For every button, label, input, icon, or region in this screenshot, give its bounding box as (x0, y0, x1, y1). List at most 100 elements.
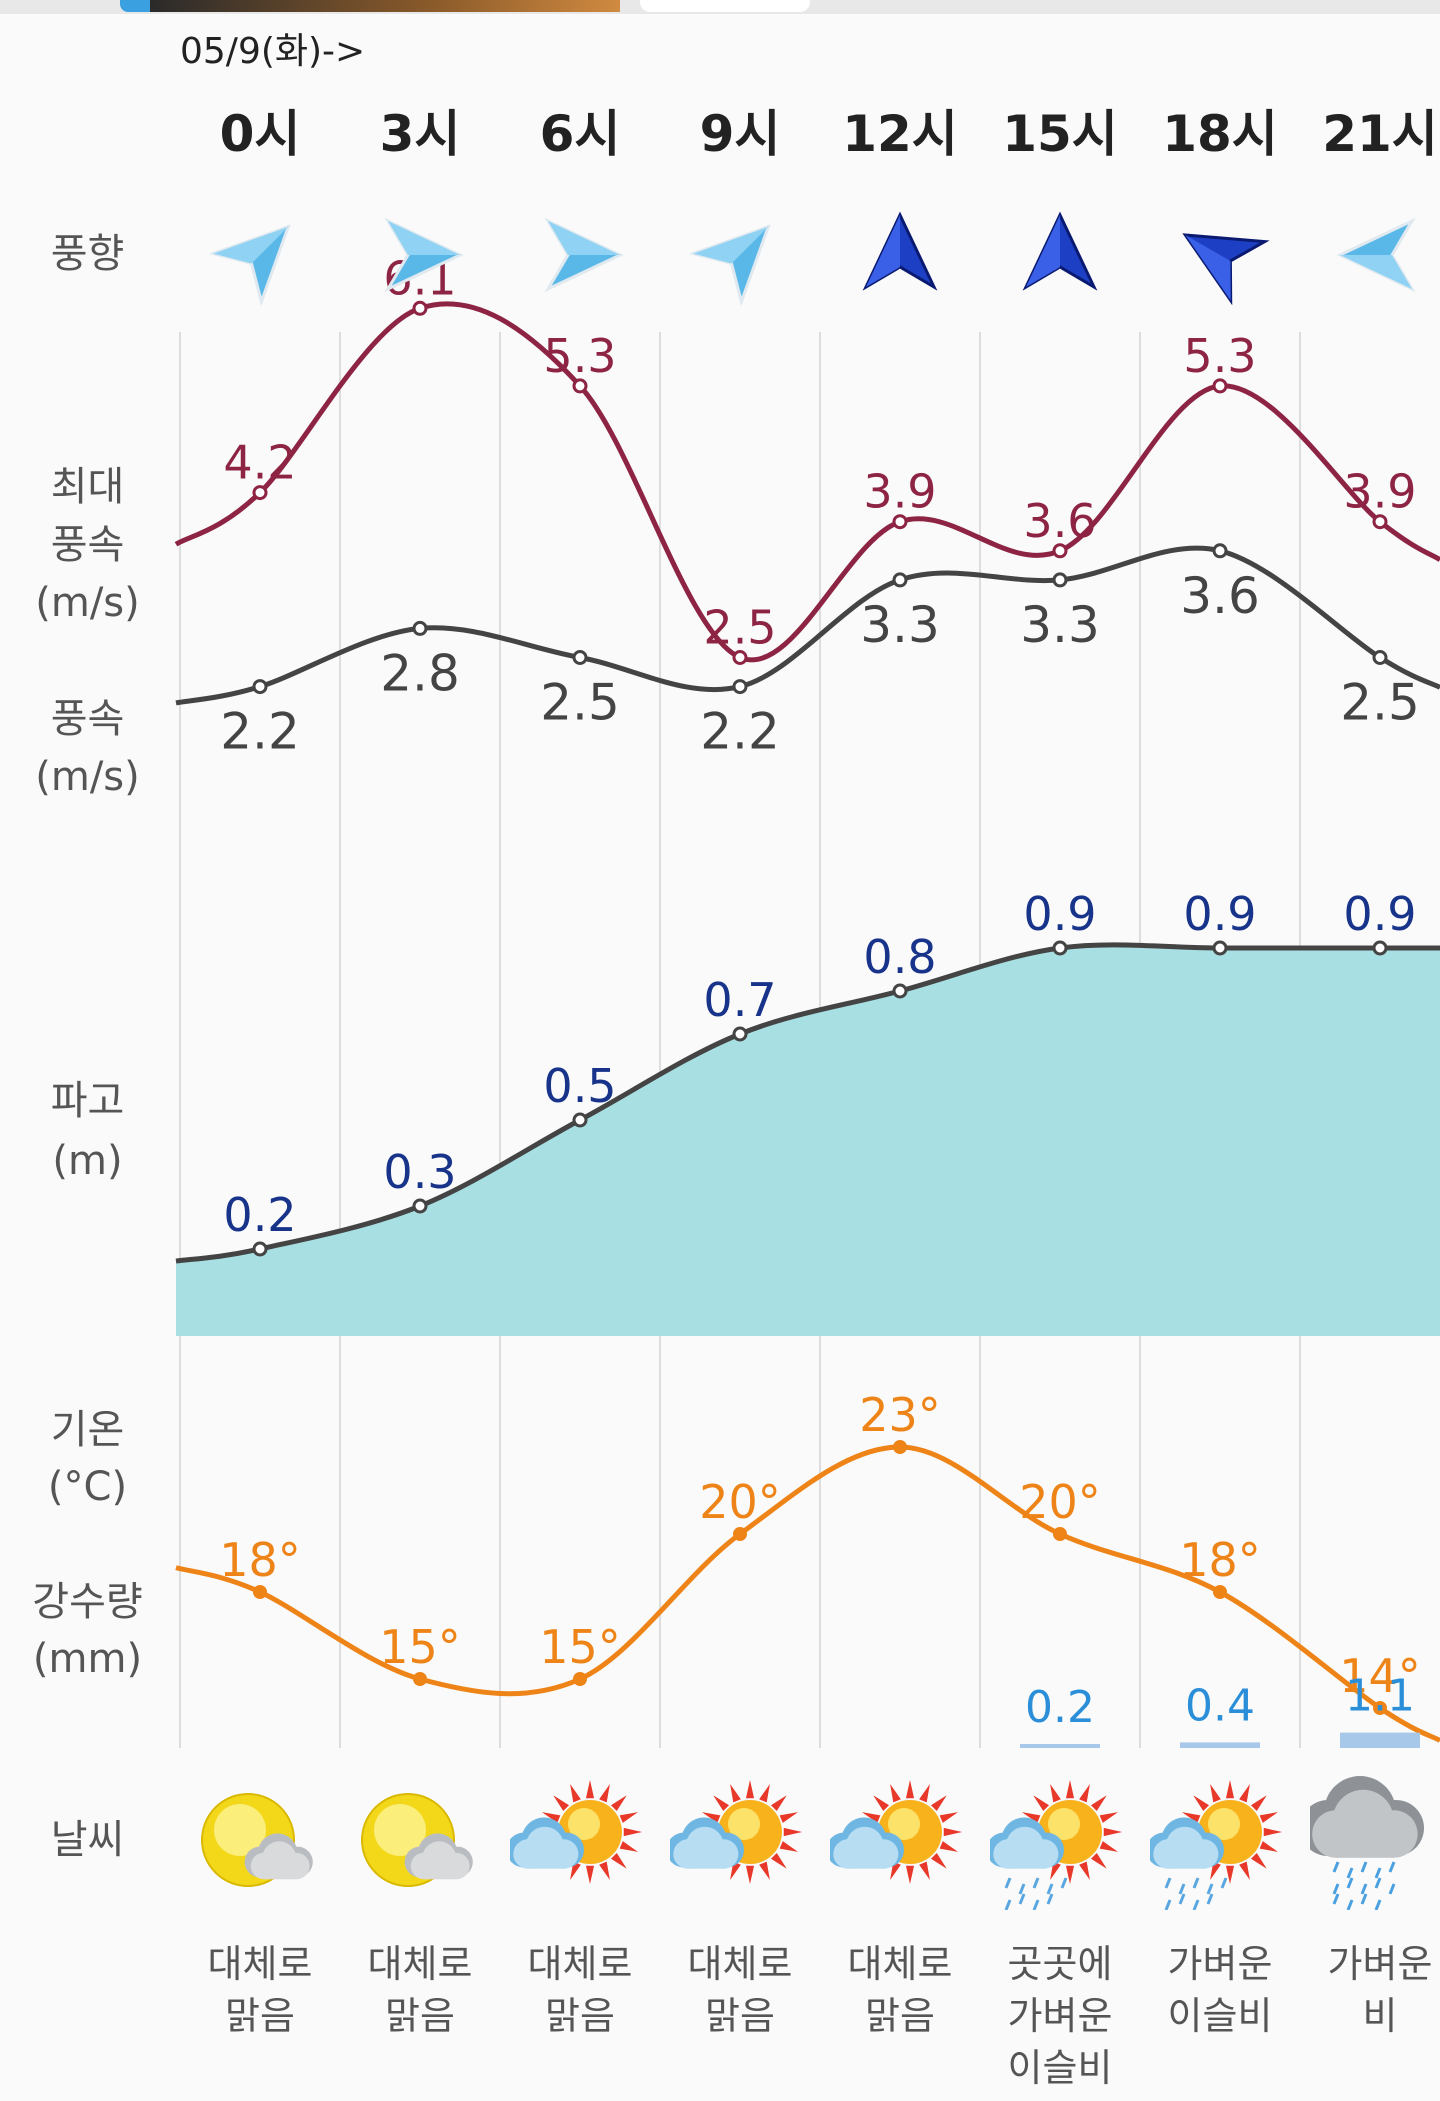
max-wind-point (572, 378, 588, 394)
precip-label: 1.1 (1345, 1671, 1415, 1722)
wave-label: 0.9 (1343, 887, 1416, 941)
label-max-wind-line1: 최대 (50, 464, 125, 510)
weather-description-line: 대체로 (847, 1942, 953, 1986)
wind-label: 2.2 (220, 703, 300, 761)
wind-label: 2.5 (540, 674, 620, 732)
weather-description-line: 맑음 (545, 1994, 615, 2038)
wind-label: 2.8 (380, 644, 460, 702)
label-temp-line1: 기온 (50, 1407, 125, 1453)
wave-label: 0.2 (223, 1188, 296, 1242)
wind-point (572, 650, 588, 665)
label-wind-direction: 풍향 (50, 231, 125, 277)
wind-speed-line (175, 545, 1440, 706)
precip-bar (1020, 1744, 1100, 1748)
wave-label: 0.8 (863, 930, 936, 984)
arrow-east-icon (544, 217, 624, 293)
max-wind-point (732, 650, 748, 665)
sun-cloud-rain-icon (1150, 1780, 1282, 1910)
status-pill (640, 0, 810, 12)
wave-point (412, 1198, 428, 1214)
label-wave-line1: 파고 (50, 1078, 125, 1124)
max-wind-label: 4.2 (223, 436, 296, 490)
wind-point (892, 572, 908, 588)
wave-point (732, 1026, 748, 1042)
precip-label: 0.2 (1025, 1682, 1095, 1733)
status-bar (0, 0, 1440, 14)
arrow-west-icon (1336, 217, 1416, 293)
label-max-wind-line2: 풍속 (50, 522, 125, 568)
max-wind-point (1212, 378, 1228, 394)
weather-description-line: 맑음 (385, 1994, 455, 2038)
wind-label: 2.5 (1340, 674, 1420, 732)
max-wind-point (252, 485, 268, 501)
wave-label: 0.5 (543, 1059, 616, 1113)
wind-point (412, 620, 428, 636)
wind-point (1212, 543, 1228, 559)
hour-label: 6시 (539, 105, 621, 163)
sun-cloud-icon (361, 1793, 473, 1887)
wave-point (252, 1241, 268, 1257)
weather-description-line: 비 (1362, 1994, 1398, 2038)
temperature-point (1053, 1527, 1067, 1541)
max-wind-label: 5.3 (1183, 329, 1256, 383)
wave-point (892, 983, 908, 999)
hour-label: 12시 (842, 105, 958, 163)
arrow-east-icon (384, 217, 464, 293)
wind-point (1372, 650, 1388, 665)
sun-cloud-icon (670, 1780, 802, 1884)
wave-point (572, 1112, 588, 1128)
weather-description-line: 곳곳에 (1007, 1942, 1113, 1986)
temperature-point (413, 1672, 427, 1686)
wave-point (1052, 940, 1068, 956)
temperature-label: 14° (1339, 1649, 1421, 1703)
weather-description-line: 맑음 (705, 1994, 775, 2038)
temperature-point (1373, 1701, 1387, 1715)
weather-description-line: 가벼운 (1167, 1942, 1273, 1986)
max-wind-point (892, 514, 908, 530)
temperature-label: 23° (859, 1388, 941, 1442)
hour-label: 0시 (219, 105, 301, 163)
temperature-label: 18° (1179, 1533, 1261, 1587)
weather-description-line: 맑음 (225, 1994, 295, 2038)
weather-description-line: 대체로 (367, 1942, 473, 1986)
label-wind-unit: (m/s) (35, 754, 140, 800)
weather-description-line: 이슬비 (1007, 2046, 1113, 2090)
precip-bar (1180, 1742, 1260, 1748)
hour-label: 21시 (1322, 105, 1438, 163)
hour-label: 18시 (1162, 105, 1278, 163)
max-wind-speed-line (174, 301, 1440, 663)
wave-point (1372, 940, 1388, 956)
max-wind-label: 3.9 (1343, 465, 1416, 519)
max-wind-label: 5.3 (543, 329, 616, 383)
weather-description-line: 가벼운 (1007, 1994, 1113, 2038)
notification-thumbnail (150, 0, 620, 12)
wind-point (1052, 572, 1068, 588)
hour-label: 15시 (1002, 105, 1118, 163)
temperature-point (253, 1585, 267, 1599)
rain-cloud-icon (1310, 1776, 1424, 1910)
temperature-label: 15° (539, 1620, 621, 1674)
wave-point (1212, 940, 1228, 956)
wave-height-line (175, 942, 1440, 1264)
temperature-point (893, 1440, 907, 1454)
temperature-label: 20° (1019, 1475, 1101, 1529)
wave-label: 0.7 (703, 973, 776, 1027)
max-wind-point (412, 300, 428, 316)
max-wind-label: 3.9 (863, 465, 936, 519)
weather-description-line: 가벼운 (1327, 1942, 1433, 1986)
temperature-label: 15° (379, 1620, 461, 1674)
arrow-north-icon (862, 211, 938, 291)
max-wind-point (1052, 543, 1068, 559)
precip-label: 0.4 (1185, 1680, 1255, 1731)
wind-point (732, 679, 748, 695)
sun-cloud-icon (830, 1780, 962, 1884)
wave-height-area (176, 944, 1440, 1336)
label-max-wind-unit: (m/s) (35, 580, 140, 626)
label-precip-unit: (mm) (32, 1636, 143, 1682)
wind-label: 3.3 (1020, 596, 1100, 654)
weather-description-line: 대체로 (207, 1942, 313, 1986)
label-wave-unit: (m) (52, 1138, 123, 1184)
sun-cloud-rain-icon (990, 1780, 1122, 1910)
label-temp-unit: (°C) (47, 1464, 128, 1510)
